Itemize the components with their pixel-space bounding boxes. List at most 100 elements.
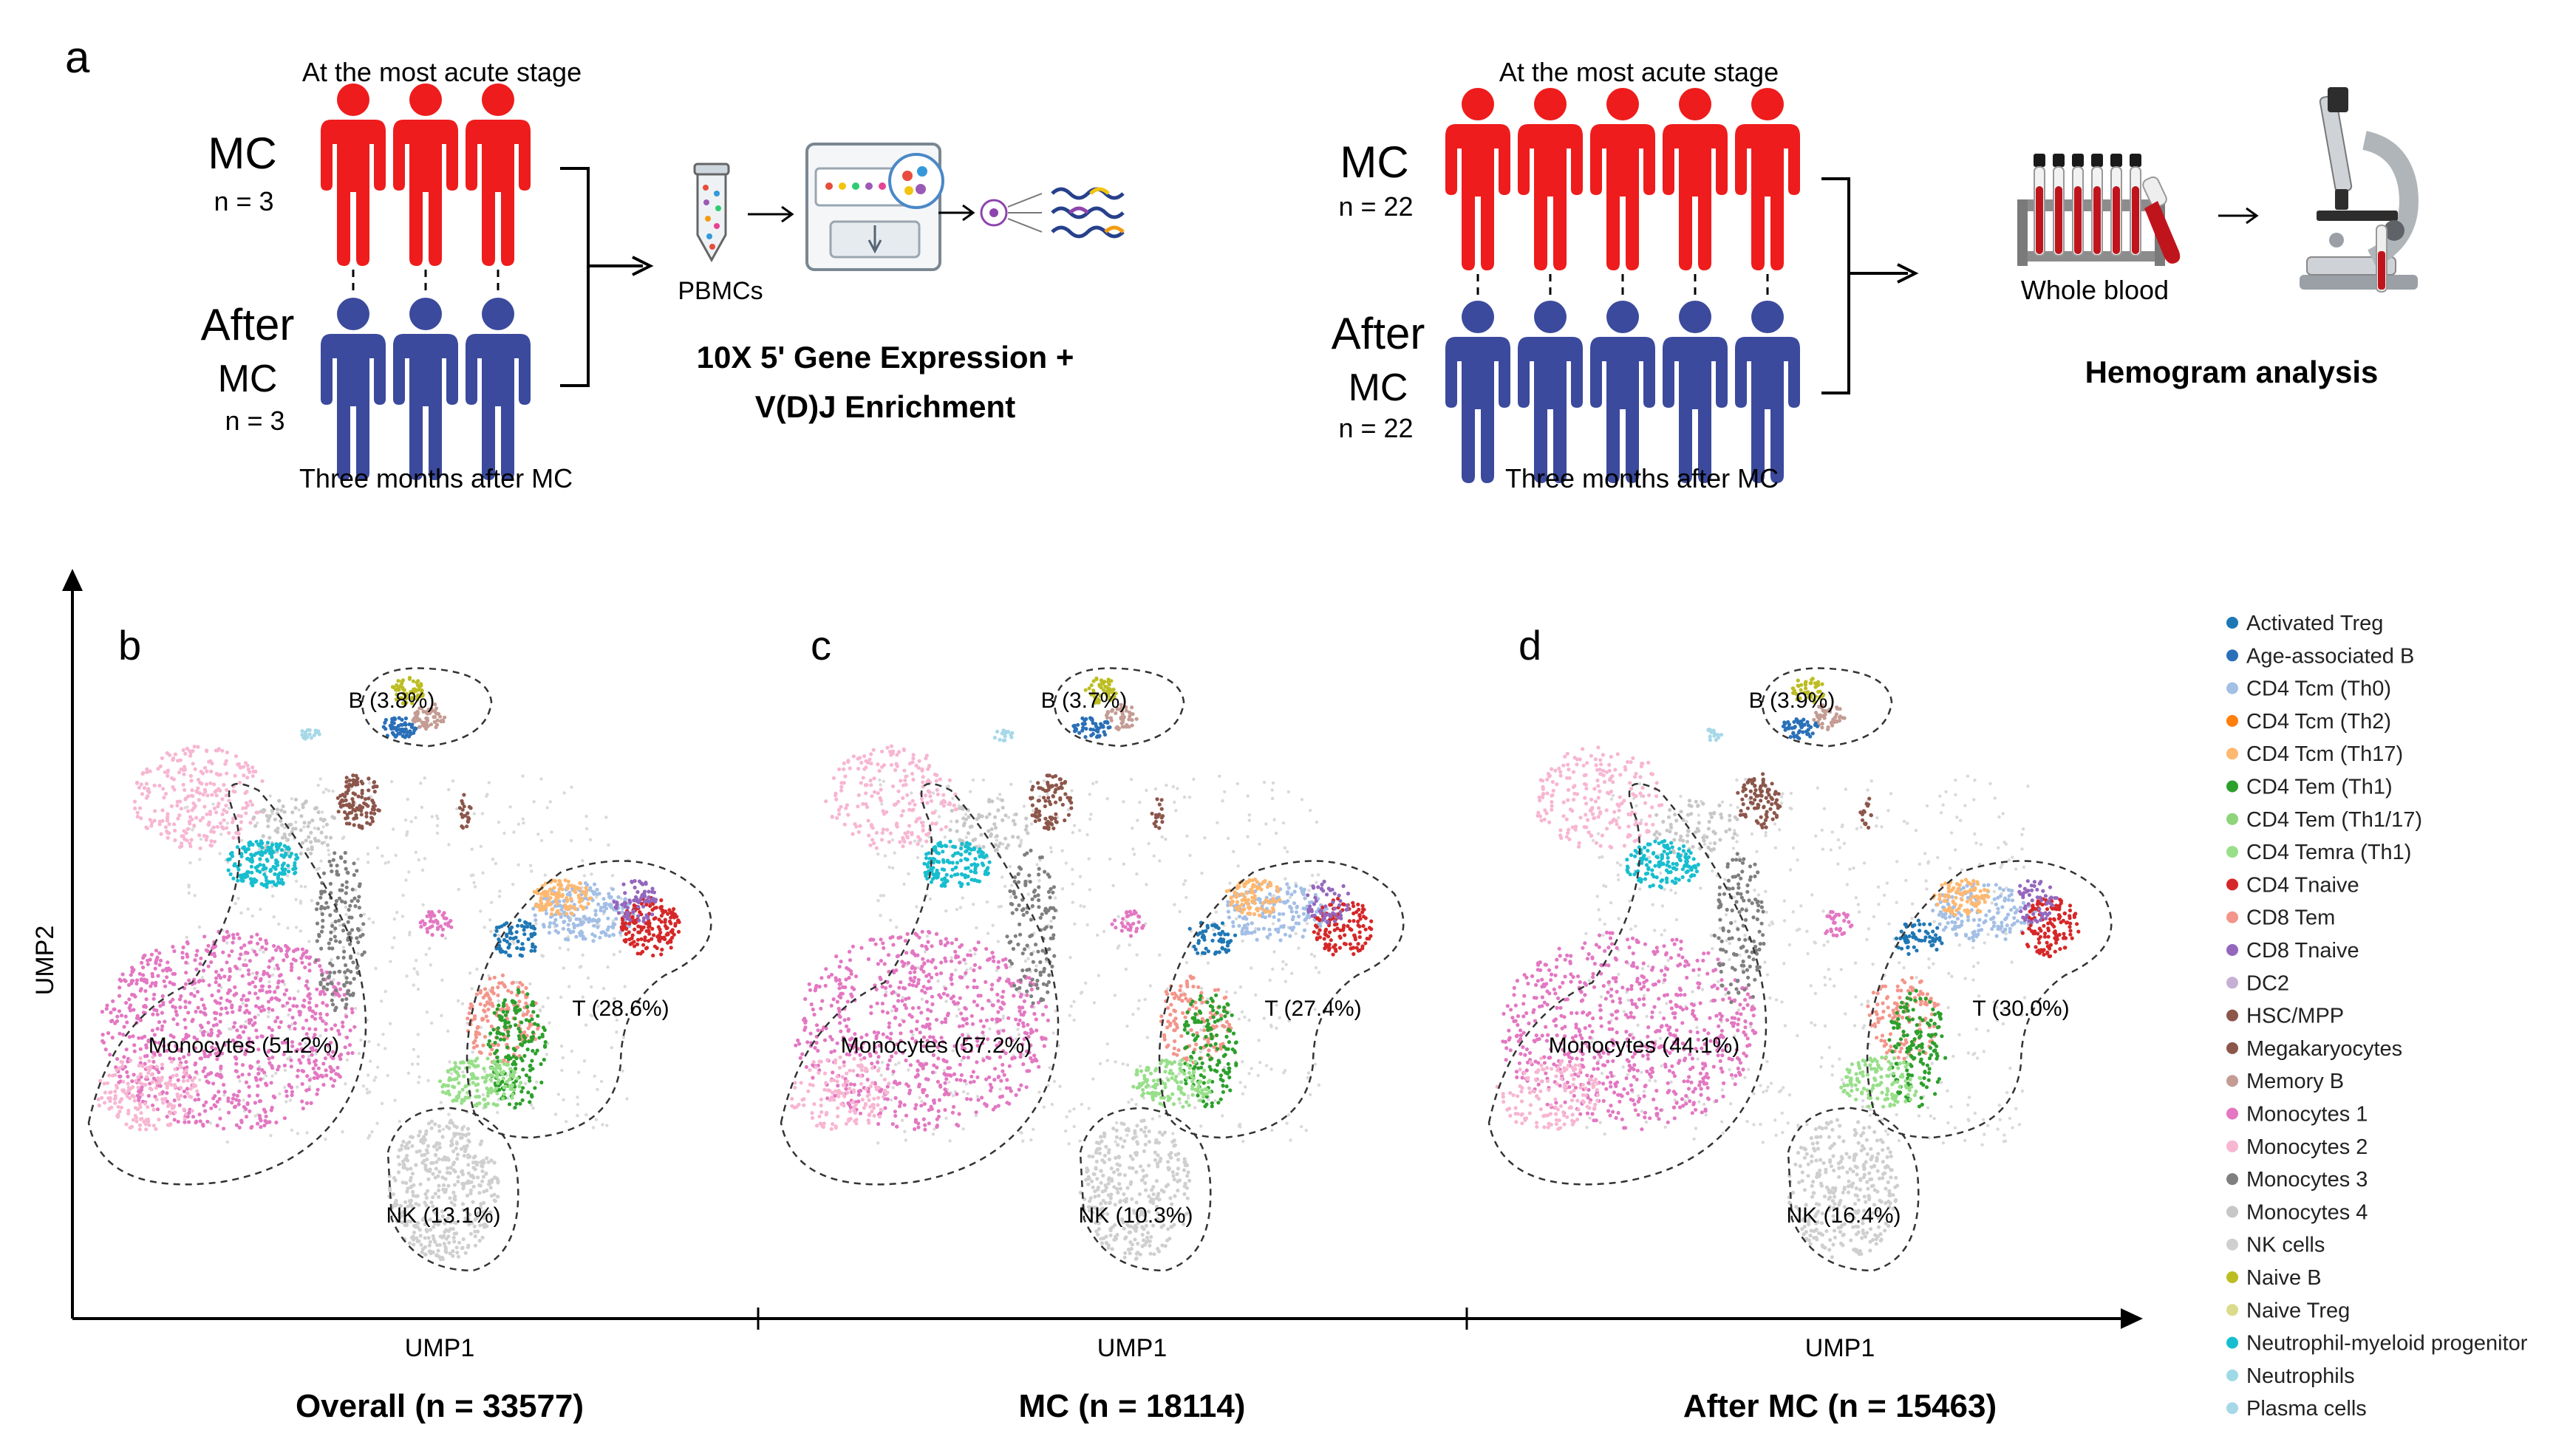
cell-point: [301, 734, 306, 739]
cell-point: [383, 1047, 387, 1050]
cell-point: [420, 919, 425, 923]
cell-point: [131, 1034, 135, 1039]
cell-point: [125, 1070, 129, 1074]
cell-point: [948, 1139, 952, 1143]
cell-point: [436, 816, 440, 821]
cell-point: [478, 989, 483, 994]
cell-point: [465, 1193, 470, 1198]
cell-point: [344, 776, 349, 780]
cell-point: [183, 1025, 188, 1030]
cell-point: [1232, 850, 1235, 854]
cell-point: [360, 826, 364, 830]
cell-point: [623, 891, 627, 895]
cell-point: [394, 853, 398, 858]
cell-point: [287, 997, 292, 1001]
cell-point: [410, 1144, 415, 1148]
cell-point: [321, 1001, 325, 1005]
cell-point: [233, 862, 237, 867]
cell-point: [491, 1059, 496, 1064]
cell-point: [999, 1079, 1003, 1083]
cell-point: [218, 821, 223, 825]
cell-point: [125, 1020, 129, 1025]
cell-point: [659, 898, 664, 903]
cell-point: [190, 788, 194, 793]
cell-point: [357, 906, 361, 910]
cell-point: [173, 838, 177, 842]
cell-point: [343, 900, 347, 905]
cell-point: [320, 810, 324, 814]
cell-point: [238, 765, 242, 769]
cell-point: [300, 1068, 304, 1073]
cell-point: [482, 1008, 486, 1013]
cell-point: [284, 954, 289, 959]
cell-point: [451, 1161, 457, 1165]
cell-point: [481, 995, 485, 999]
cell-point: [254, 952, 259, 957]
cell-point: [225, 826, 229, 830]
cell-point: [400, 1180, 405, 1185]
cell-point: [543, 894, 548, 898]
cell-point: [472, 881, 476, 885]
cell-point: [248, 940, 253, 945]
cell-point: [124, 1122, 129, 1127]
cell-point: [276, 985, 280, 989]
cell-point: [160, 756, 164, 760]
cell-point: [1018, 1009, 1022, 1014]
cell-point: [958, 906, 963, 909]
cell-point: [584, 888, 589, 892]
cell-point: [530, 1017, 534, 1022]
cell-point: [279, 1020, 283, 1025]
cell-point: [1286, 790, 1290, 794]
cell-point: [103, 1101, 107, 1105]
cell-point: [559, 1045, 564, 1048]
cell-point: [879, 959, 883, 963]
cell-point: [468, 971, 472, 975]
cell-point: [241, 878, 245, 883]
cell-point: [473, 885, 477, 889]
cell-point: [224, 793, 228, 798]
cell-point: [346, 920, 350, 924]
sequencer-instrument-icon: [805, 143, 944, 271]
cell-point: [225, 941, 229, 945]
cell-point: [253, 991, 258, 996]
cell-point: [544, 911, 549, 916]
cell-point: [205, 782, 209, 787]
cell-point: [528, 1100, 532, 1104]
cell-point: [488, 1078, 493, 1082]
cell-point: [292, 997, 296, 1001]
cell-point: [200, 976, 204, 980]
cell-point: [212, 782, 217, 787]
cell-point: [392, 917, 396, 921]
cell-point: [344, 816, 348, 821]
cell-point: [437, 1188, 441, 1192]
cell-point: [449, 1072, 454, 1076]
cell-point: [231, 1010, 235, 1014]
cell-point: [127, 997, 132, 1002]
cell-point: [1072, 1018, 1076, 1022]
cell-point: [607, 925, 611, 929]
cell-point: [322, 992, 327, 997]
cell-point: [306, 824, 310, 829]
cell-point: [155, 1027, 160, 1031]
cell-point: [1022, 999, 1026, 1003]
cell-point: [342, 810, 347, 814]
cell-point: [1053, 896, 1057, 900]
cell-point: [474, 992, 480, 997]
left-after-label-2: MC: [218, 358, 278, 400]
cell-point: [125, 1094, 130, 1098]
cell-point: [302, 821, 307, 825]
cell-point: [969, 790, 972, 793]
cell-point: [151, 1103, 155, 1107]
cell-point: [220, 748, 225, 753]
cell-point: [421, 903, 425, 907]
cell-point: [1283, 1069, 1287, 1073]
cell-point: [277, 998, 282, 1002]
cell-point: [354, 781, 358, 785]
cell-point: [234, 1069, 238, 1073]
cell-point: [175, 1022, 180, 1027]
cell-point: [234, 901, 237, 906]
cell-point: [147, 1059, 151, 1063]
cell-point: [124, 1000, 129, 1005]
cell-point: [1071, 882, 1074, 886]
cell-point: [906, 960, 910, 965]
